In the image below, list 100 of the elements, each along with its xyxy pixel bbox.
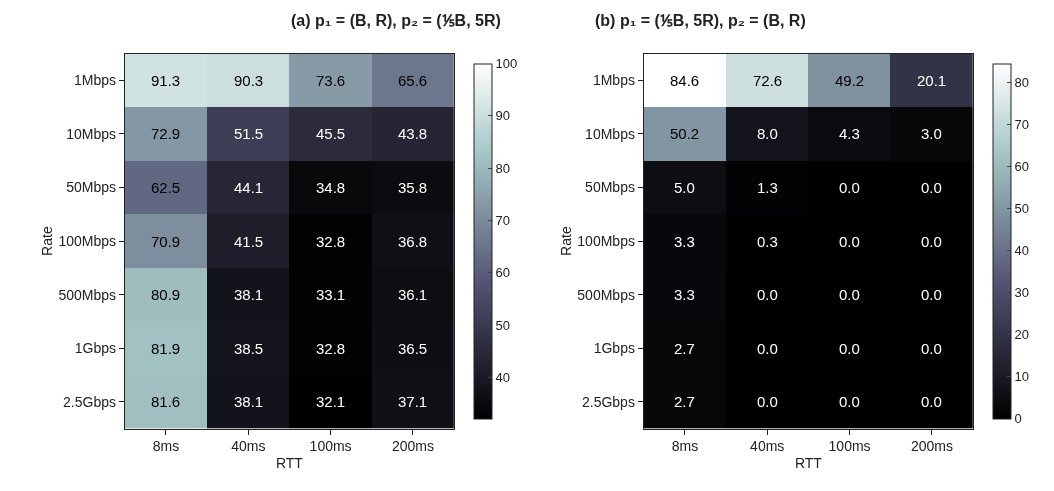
data-label: 80.9	[151, 286, 181, 303]
x-tick-label: 40ms	[750, 438, 785, 455]
data-label: 32.8	[316, 340, 346, 357]
data-label: 36.5	[398, 340, 428, 357]
data-label: 91.3	[151, 72, 181, 89]
data-label: 90.3	[234, 72, 264, 89]
data-label: 0.0	[921, 286, 942, 303]
y-tick-label: 1Mbps	[73, 72, 116, 89]
color-bar-label: 60	[495, 265, 511, 281]
y-tick-label: 1Gbps	[74, 340, 116, 357]
data-label: 37.1	[398, 393, 428, 410]
data-label: 62.5	[151, 179, 181, 196]
data-label: 0.0	[839, 233, 860, 250]
chart-title: (a) p₁ = (B, R), p₂ = (⅕B, 5R)	[291, 12, 501, 29]
y-tick-label: 2.5Gbps	[581, 393, 635, 410]
y-axis-title: Rate	[38, 226, 55, 256]
y-axis-title: Rate	[557, 226, 574, 256]
data-label: 0.0	[839, 340, 860, 357]
data-label: 38.1	[234, 286, 264, 303]
data-label: 3.0	[921, 125, 942, 142]
data-label: 73.6	[316, 72, 346, 89]
color-bar-label: 40	[495, 369, 511, 385]
data-label: 72.6	[753, 72, 783, 89]
data-label: 70.9	[151, 233, 181, 250]
data-label: 4.3	[839, 125, 860, 142]
color-bar-label: 70	[495, 212, 511, 228]
data-label: 0.0	[921, 233, 942, 250]
data-label: 45.5	[316, 125, 346, 142]
data-label: 32.8	[316, 233, 346, 250]
y-tick-label: 2.5Gbps	[63, 393, 116, 410]
y-tick-label: 10Mbps	[585, 125, 635, 142]
data-label: 50.2	[670, 125, 700, 142]
color-bar-label: 100	[495, 56, 518, 72]
data-label: 38.1	[234, 393, 264, 410]
data-label: 43.8	[398, 125, 428, 142]
data-label: 36.1	[398, 286, 428, 303]
color-bar-label: 80	[495, 160, 511, 176]
y-tick-label: 50Mbps	[66, 179, 116, 196]
color-bar-label: 50	[495, 317, 511, 333]
y-tick-label: 500Mbps	[58, 286, 116, 303]
data-label: 35.8	[398, 179, 428, 196]
data-label: 41.5	[234, 233, 264, 250]
data-label: 44.1	[234, 179, 264, 196]
x-axis-title: RTT	[794, 454, 823, 471]
data-label: 81.9	[151, 340, 181, 357]
color-bar-label: 10	[1014, 369, 1030, 385]
x-tick-label: 40ms	[231, 438, 266, 455]
y-tick-label: 50Mbps	[585, 179, 635, 196]
chart-title: (b) p₁ = (⅕B, 5R), p₂ = (B, R)	[595, 12, 806, 29]
data-label: 20.1	[917, 72, 947, 89]
data-label: 0.0	[757, 340, 778, 357]
data-label: 51.5	[234, 125, 264, 142]
color-bar-label: 80	[1014, 75, 1030, 91]
data-label: 84.6	[670, 72, 700, 89]
data-label: 0.0	[757, 393, 778, 410]
data-label: 5.0	[674, 179, 695, 196]
data-label: 65.6	[398, 72, 428, 89]
data-label: 0.0	[757, 286, 778, 303]
data-label: 8.0	[757, 125, 778, 142]
data-label: 36.8	[398, 233, 428, 250]
data-label: 2.7	[674, 340, 695, 357]
data-label: 81.6	[151, 393, 181, 410]
x-tick-label: 8ms	[671, 438, 699, 455]
y-tick-label: 100Mbps	[577, 232, 635, 249]
data-label: 0.0	[921, 340, 942, 357]
color-bar-label: 40	[1014, 243, 1030, 259]
data-label: 49.2	[835, 72, 865, 89]
y-tick-label: 1Gbps	[593, 340, 635, 357]
x-tick-label: 200ms	[391, 438, 434, 455]
data-label: 1.3	[757, 179, 778, 196]
x-tick-label: 8ms	[152, 438, 180, 455]
data-label: 0.0	[921, 179, 942, 196]
data-label: 3.3	[674, 286, 695, 303]
data-label: 3.3	[674, 233, 695, 250]
color-bar-label: 0	[1014, 411, 1022, 427]
data-label: 2.7	[674, 393, 695, 410]
data-label: 33.1	[316, 286, 346, 303]
y-tick-label: 1Mbps	[592, 72, 635, 89]
color-bar-label: 20	[1014, 327, 1030, 343]
data-label: 0.0	[921, 393, 942, 410]
data-label: 72.9	[151, 125, 181, 142]
x-tick-label: 100ms	[828, 438, 871, 455]
data-label: 38.5	[234, 340, 264, 357]
x-tick-label: 200ms	[910, 438, 953, 455]
data-label: 34.8	[316, 179, 346, 196]
data-label: 0.0	[839, 179, 860, 196]
color-bar-label: 30	[1014, 285, 1030, 301]
x-axis-title: RTT	[275, 454, 304, 471]
data-label: 0.3	[757, 233, 778, 250]
data-label: 32.1	[316, 393, 346, 410]
data-label: 0.0	[839, 393, 860, 410]
color-bar-label: 50	[1014, 201, 1030, 217]
data-label: 0.0	[839, 286, 860, 303]
y-tick-label: 100Mbps	[58, 232, 116, 249]
y-tick-label: 10Mbps	[66, 125, 116, 142]
color-bar-label: 60	[1014, 159, 1030, 175]
color-bar-label: 90	[495, 108, 511, 124]
y-tick-label: 500Mbps	[577, 286, 635, 303]
x-tick-label: 100ms	[309, 438, 352, 455]
color-bar-label: 70	[1014, 117, 1030, 133]
